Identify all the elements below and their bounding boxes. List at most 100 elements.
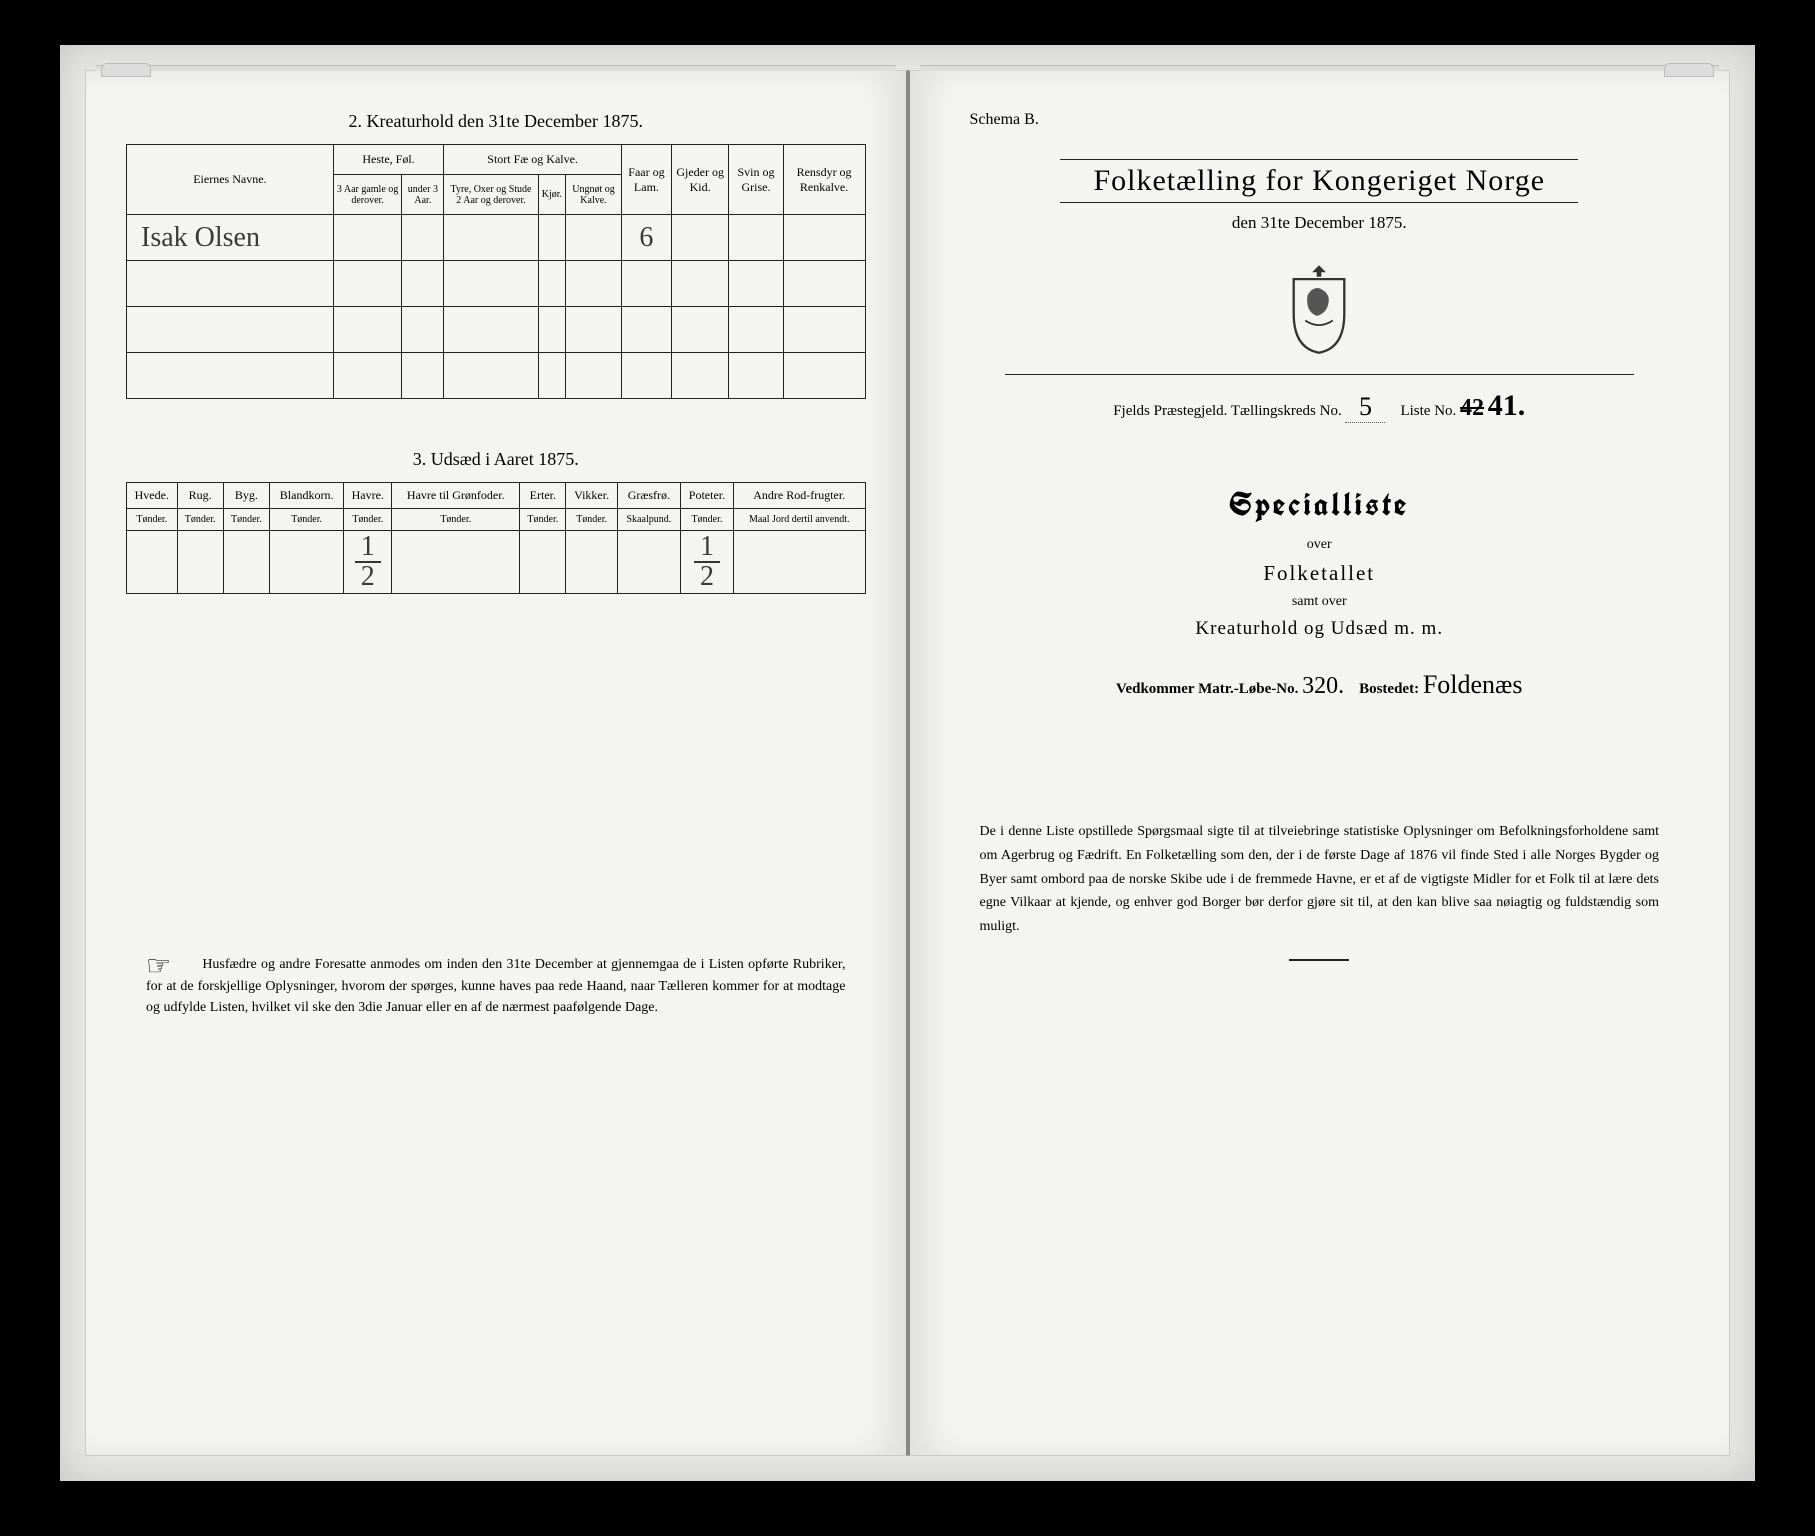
col: Erter. xyxy=(520,483,566,509)
book-spread: 2. Kreaturhold den 31te December 1875. E… xyxy=(85,70,1730,1456)
divider xyxy=(1005,374,1634,375)
kreds-no: 5 xyxy=(1345,392,1385,423)
page-curl xyxy=(1664,63,1714,77)
table-row xyxy=(127,261,866,307)
col: Vikker. xyxy=(566,483,617,509)
right-page: Schema B. Folketælling for Kongeriget No… xyxy=(908,70,1731,1456)
col: Andre Rod-frugter. xyxy=(733,483,865,509)
kreatur-text: Kreaturhold og Udsæd m. m. xyxy=(950,618,1690,640)
cell xyxy=(733,531,865,594)
cell xyxy=(783,215,865,261)
vedkommer-line: Vedkommer Matr.-Løbe-No. 320. Bostedet: … xyxy=(950,670,1690,700)
samt-text: samt over xyxy=(950,594,1690,610)
table-header-row: Eiernes Navne. Heste, Føl. Stort Fæ og K… xyxy=(127,145,866,175)
title-text: Folketælling for Kongeriget Norge xyxy=(1093,164,1545,197)
pointing-hand-icon xyxy=(146,954,188,976)
bostedet-label: Bostedet: xyxy=(1359,681,1419,697)
cell xyxy=(402,215,444,261)
col-goats: Gjeder og Kid. xyxy=(671,145,728,215)
cell-poteter: 1 2 xyxy=(680,531,733,594)
coat-of-arms xyxy=(950,263,1690,360)
col-reindeer: Rensdyr og Renkalve. xyxy=(783,145,865,215)
title-rule xyxy=(1060,159,1578,160)
table-row: Isak Olsen 6 xyxy=(127,215,866,261)
title-date: den 31te December 1875. xyxy=(950,213,1690,233)
col-horses-1: 3 Aar gamle og derover. xyxy=(333,175,402,215)
cell xyxy=(392,531,520,594)
page-edge xyxy=(96,65,896,71)
bottom-paragraph: De i denne Liste opstillede Spørgsmaal s… xyxy=(950,820,1690,939)
cell xyxy=(444,215,539,261)
col-pigs: Svin og Grise. xyxy=(729,145,783,215)
coat-of-arms-icon xyxy=(1283,263,1355,355)
col: Havre. xyxy=(344,483,392,509)
poteter-fraction: 1 2 xyxy=(694,533,720,591)
cell xyxy=(520,531,566,594)
liste-no: 41. xyxy=(1488,389,1526,422)
poteter-num: 1 xyxy=(694,533,720,563)
section2-title: 2. Kreaturhold den 31te December 1875. xyxy=(126,111,866,132)
cell xyxy=(617,531,680,594)
owner-cell: Isak Olsen xyxy=(127,215,334,261)
page-curl xyxy=(101,63,151,77)
title-rule xyxy=(1060,202,1578,203)
col: Græsfrø. xyxy=(617,483,680,509)
cell-havre: 1 2 xyxy=(344,531,392,594)
col: Havre til Grønfoder. xyxy=(392,483,520,509)
col: Byg. xyxy=(223,483,269,509)
unit: Tønder. xyxy=(127,509,178,531)
unit: Tønder. xyxy=(270,509,344,531)
cell xyxy=(270,531,344,594)
main-title: Folketælling for Kongeriget Norge xyxy=(950,159,1690,203)
specialliste-title: Specialliste xyxy=(950,483,1690,525)
page-edge xyxy=(920,65,1720,71)
havre-den: 2 xyxy=(355,563,381,591)
col: Rug. xyxy=(177,483,223,509)
bostedet-value: Foldenæs xyxy=(1423,670,1523,699)
vedk-label: Vedkommer Matr.-Løbe-No. xyxy=(1116,681,1298,697)
havre-num: 1 xyxy=(355,533,381,563)
table-row: 1 2 1 2 xyxy=(127,531,866,594)
sheep-value: 6 xyxy=(639,222,653,253)
table-unit-row: Tønder. Tønder. Tønder. Tønder. Tønder. … xyxy=(127,509,866,531)
col-owner: Eiernes Navne. xyxy=(127,145,334,215)
parish-line: Fjelds Præstegjeld. Tællingskreds No. 5 … xyxy=(950,389,1690,423)
cell xyxy=(566,531,617,594)
owner-name: Isak Olsen xyxy=(141,222,260,253)
havre-fraction: 1 2 xyxy=(355,533,381,591)
unit: Tønder. xyxy=(680,509,733,531)
liste-label: Liste No. xyxy=(1400,403,1456,419)
col: Blandkorn. xyxy=(270,483,344,509)
unit: Skaalpund. xyxy=(617,509,680,531)
table-row xyxy=(127,353,866,399)
cell xyxy=(177,531,223,594)
unit: Tønder. xyxy=(566,509,617,531)
over-text: over xyxy=(950,537,1690,553)
unit: Tønder. xyxy=(392,509,520,531)
bottom-rule xyxy=(1289,959,1349,961)
unit: Tønder. xyxy=(177,509,223,531)
col-cattle: Stort Fæ og Kalve. xyxy=(444,145,622,175)
folketallet-text: Folketallet xyxy=(950,561,1690,586)
table-header-row: Hvede. Rug. Byg. Blandkorn. Havre. Havre… xyxy=(127,483,866,509)
cell xyxy=(333,215,402,261)
parish-label: Fjelds Præstegjeld. Tællingskreds No. xyxy=(1113,403,1341,419)
col-cattle-1: Tyre, Oxer og Stude 2 Aar og derover. xyxy=(444,175,539,215)
cell xyxy=(127,531,178,594)
cell xyxy=(671,215,728,261)
poteter-den: 2 xyxy=(694,563,720,591)
col: Poteter. xyxy=(680,483,733,509)
col-horses-2: under 3 Aar. xyxy=(402,175,444,215)
cell xyxy=(538,215,565,261)
footnote-block: Husfædre og andre Foresatte anmodes om i… xyxy=(126,954,866,1018)
section3-title: 3. Udsæd i Aaret 1875. xyxy=(126,449,866,470)
unit: Tønder. xyxy=(344,509,392,531)
col-horses: Heste, Føl. xyxy=(333,145,444,175)
col: Hvede. xyxy=(127,483,178,509)
scan-background: 2. Kreaturhold den 31te December 1875. E… xyxy=(60,45,1755,1481)
col-cattle-2: Kjør. xyxy=(538,175,565,215)
footnote-text: Husfædre og andre Foresatte anmodes om i… xyxy=(146,957,846,1015)
cell xyxy=(729,215,783,261)
col-cattle-3: Ungnøt og Kalve. xyxy=(566,175,622,215)
col-sheep: Faar og Lam. xyxy=(621,145,671,215)
